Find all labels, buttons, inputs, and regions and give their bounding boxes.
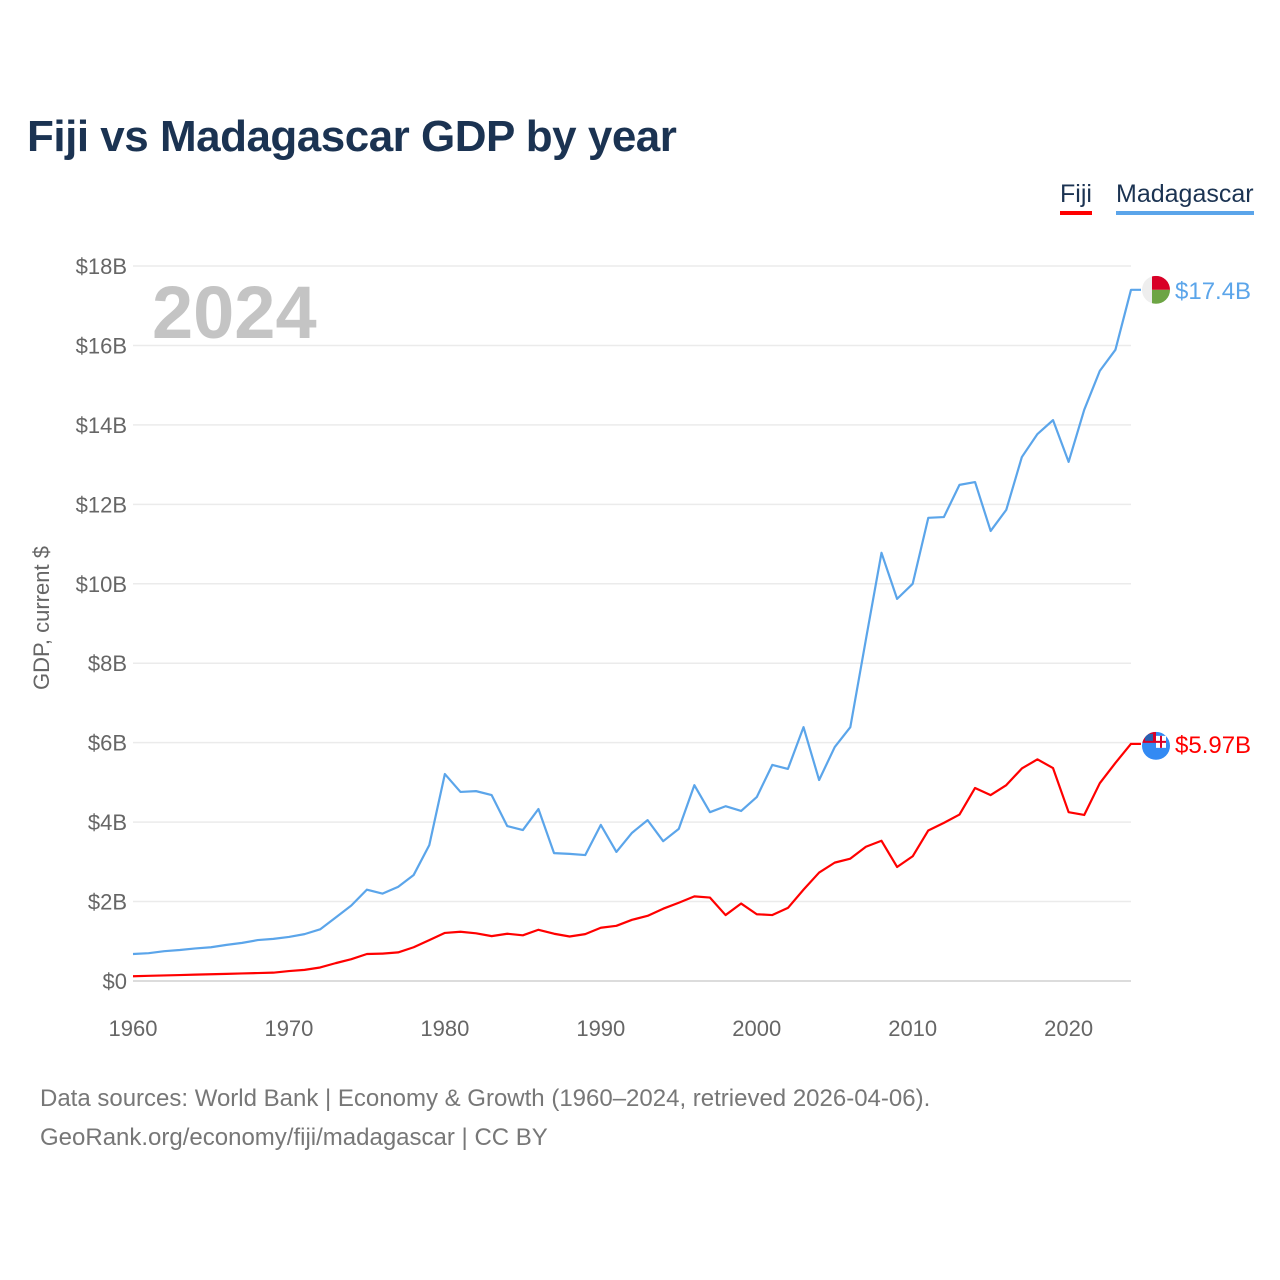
y-tick-label: $2B xyxy=(88,890,127,915)
year-watermark: 2024 xyxy=(152,271,317,354)
y-tick-label: $8B xyxy=(88,651,127,676)
x-tick-label: 1980 xyxy=(420,1016,469,1041)
y-tick-label: $10B xyxy=(76,572,127,597)
x-tick-label: 1990 xyxy=(576,1016,625,1041)
fiji-flag-icon xyxy=(1142,731,1170,760)
x-tick-label: 2000 xyxy=(732,1016,781,1041)
flag-green-band xyxy=(1152,289,1170,304)
legend-item-madagascar[interactable]: Madagascar xyxy=(1116,180,1254,215)
series-line-fiji xyxy=(132,742,1141,978)
x-tick-label: 1960 xyxy=(109,1016,158,1041)
flag-graphic xyxy=(1142,275,1170,304)
y-tick-label: $4B xyxy=(88,810,127,835)
flag-white-band xyxy=(1142,275,1152,304)
end-value-label-fiji: $5.97B xyxy=(1175,732,1251,759)
x-tick-label: 2020 xyxy=(1044,1016,1093,1041)
y-tick-label: $18B xyxy=(76,254,127,279)
legend-item-fiji[interactable]: Fiji xyxy=(1060,180,1092,215)
y-tick-label: $12B xyxy=(76,492,127,517)
series-line-madagascar xyxy=(132,288,1141,956)
flag-graphic xyxy=(1142,731,1170,760)
chart-title: Fiji vs Madagascar GDP by year xyxy=(27,112,677,161)
flag-shield-cross-h xyxy=(1156,740,1166,743)
attribution-link[interactable]: GeoRank.org/economy/fiji/madagascar | CC… xyxy=(40,1124,548,1151)
y-tick-label: $6B xyxy=(88,731,127,756)
y-tick-label: $14B xyxy=(76,413,127,438)
flag-union-inner xyxy=(1145,733,1153,741)
x-tick-label: 2010 xyxy=(888,1016,937,1041)
x-tick-label: 1970 xyxy=(264,1016,313,1041)
end-value-label-madagascar: $17.4B xyxy=(1175,278,1251,305)
data-source-note: Data sources: World Bank | Economy & Gro… xyxy=(40,1085,931,1112)
flag-red-band xyxy=(1152,275,1170,290)
madagascar-flag-icon xyxy=(1142,275,1170,304)
y-tick-label: $16B xyxy=(76,333,127,358)
y-tick-label: $0 xyxy=(103,969,127,994)
